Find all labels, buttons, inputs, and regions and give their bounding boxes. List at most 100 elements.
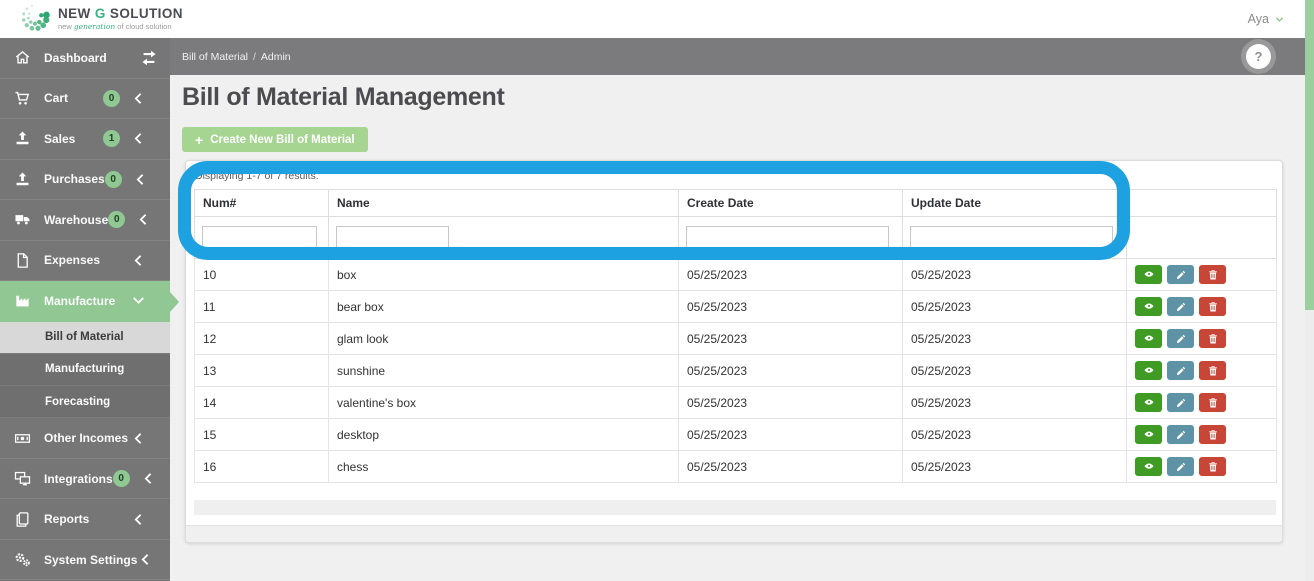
edit-button[interactable] bbox=[1167, 393, 1194, 412]
sidebar-item-manufacture[interactable]: Manufacture bbox=[0, 281, 170, 322]
view-button[interactable] bbox=[1135, 297, 1162, 316]
edit-button[interactable] bbox=[1167, 265, 1194, 284]
edit-button[interactable] bbox=[1167, 457, 1194, 476]
brand-solution: SOLUTION bbox=[110, 6, 183, 21]
trash-icon bbox=[1207, 397, 1219, 409]
tagline-pre: new bbox=[58, 22, 72, 31]
create-button-label: Create New Bill of Material bbox=[210, 134, 354, 146]
table-row: 16chess05/25/202305/25/2023 bbox=[195, 451, 1277, 483]
sidebar-subitem-bill-of-material[interactable]: Bill of Material bbox=[0, 322, 170, 354]
chevron-down-icon bbox=[1274, 14, 1285, 25]
delete-button[interactable] bbox=[1199, 457, 1226, 476]
sidebar-item-cart[interactable]: Cart 0 bbox=[0, 79, 170, 120]
edit-button[interactable] bbox=[1167, 425, 1194, 444]
edit-button[interactable] bbox=[1167, 361, 1194, 380]
actions-cell bbox=[1127, 291, 1277, 323]
logo-swirl-icon bbox=[18, 0, 52, 39]
trash-icon bbox=[1207, 333, 1219, 345]
view-button[interactable] bbox=[1135, 457, 1162, 476]
filter-num-input[interactable] bbox=[202, 226, 317, 249]
chevron-left-icon bbox=[130, 511, 147, 528]
num-cell: 16 bbox=[195, 451, 329, 483]
sidebar-item-reports[interactable]: Reports bbox=[0, 499, 170, 540]
chevron-left-icon bbox=[135, 211, 152, 228]
page-scrollbar[interactable] bbox=[1305, 0, 1314, 581]
sidebar-item-other-incomes[interactable]: Other Incomes bbox=[0, 418, 170, 459]
edit-button[interactable] bbox=[1167, 297, 1194, 316]
money-icon bbox=[14, 430, 31, 447]
actions-cell bbox=[1127, 355, 1277, 387]
delete-button[interactable] bbox=[1199, 393, 1226, 412]
actions-cell bbox=[1127, 323, 1277, 355]
help-button[interactable]: ? bbox=[1246, 44, 1271, 69]
sidebar-item-dashboard[interactable]: Dashboard bbox=[0, 38, 170, 79]
view-button[interactable] bbox=[1135, 393, 1162, 412]
eye-icon bbox=[1143, 333, 1155, 345]
filter-create-date-input[interactable] bbox=[686, 226, 889, 249]
create-date-cell: 05/25/2023 bbox=[679, 323, 903, 355]
sidebar-item-label: Expenses bbox=[44, 253, 100, 267]
sidebar-item-system-settings[interactable]: System Settings bbox=[0, 540, 170, 581]
update-date-cell: 05/25/2023 bbox=[903, 387, 1127, 419]
breadcrumb-section[interactable]: Bill of Material bbox=[182, 51, 248, 63]
sidebar-item-label: Manufacture bbox=[44, 294, 115, 308]
delete-button[interactable] bbox=[1199, 361, 1226, 380]
scrollbar-thumb[interactable] bbox=[1305, 0, 1314, 310]
upload-icon bbox=[14, 171, 31, 188]
chevron-left-icon bbox=[130, 430, 147, 447]
edit-button[interactable] bbox=[1167, 329, 1194, 348]
count-badge: 0 bbox=[103, 90, 120, 107]
num-cell: 11 bbox=[195, 291, 329, 323]
update-date-cell: 05/25/2023 bbox=[903, 323, 1127, 355]
sidebar-item-sales[interactable]: Sales1 bbox=[0, 119, 170, 160]
sidebar-subitem-manufacturing[interactable]: Manufacturing bbox=[0, 354, 170, 386]
grid-card: Displaying 1-7 of 7 results. Num#NameCre… bbox=[185, 160, 1283, 543]
plus-icon: + bbox=[195, 133, 203, 147]
table-row: 10box05/25/202305/25/2023 bbox=[195, 259, 1277, 291]
sidebar-item-integrations[interactable]: Integrations0 bbox=[0, 459, 170, 500]
delete-button[interactable] bbox=[1199, 425, 1226, 444]
view-button[interactable] bbox=[1135, 425, 1162, 444]
filter-name-input[interactable] bbox=[336, 226, 449, 249]
create-date-cell: 05/25/2023 bbox=[679, 291, 903, 323]
sidebar-item-expenses[interactable]: Expenses bbox=[0, 241, 170, 282]
upload-icon bbox=[14, 130, 31, 147]
app-logo: NEW G SOLUTION new generation of cloud s… bbox=[18, 0, 183, 39]
eye-icon bbox=[1143, 365, 1155, 377]
delete-button[interactable] bbox=[1199, 265, 1226, 284]
name-cell: desktop bbox=[329, 419, 679, 451]
table-row: 12glam look05/25/202305/25/2023 bbox=[195, 323, 1277, 355]
view-button[interactable] bbox=[1135, 361, 1162, 380]
card-footer bbox=[186, 525, 1282, 542]
column-header-name[interactable]: Name bbox=[329, 190, 679, 217]
sidebar-subitem-forecasting[interactable]: Forecasting bbox=[0, 386, 170, 418]
sidebar-item-warehouse[interactable]: Warehouse0 bbox=[0, 200, 170, 241]
column-header-create-date[interactable]: Create Date bbox=[679, 190, 903, 217]
create-new-bill-button[interactable]: + Create New Bill of Material bbox=[182, 127, 368, 152]
table-row: 13sunshine05/25/202305/25/2023 bbox=[195, 355, 1277, 387]
user-menu[interactable]: Aya bbox=[1248, 12, 1285, 26]
sidebar-item-label: Cart bbox=[44, 91, 68, 105]
breadcrumb-page: Admin bbox=[261, 51, 291, 63]
filter-row bbox=[195, 217, 1277, 259]
sidebar-item-label: Other Incomes bbox=[44, 431, 128, 445]
num-cell: 12 bbox=[195, 323, 329, 355]
column-header-num[interactable]: Num# bbox=[195, 190, 329, 217]
update-date-cell: 05/25/2023 bbox=[903, 291, 1127, 323]
view-button[interactable] bbox=[1135, 329, 1162, 348]
sidebar-item-purchases[interactable]: Purchases0 bbox=[0, 160, 170, 201]
top-header: NEW G SOLUTION new generation of cloud s… bbox=[0, 0, 1305, 38]
view-button[interactable] bbox=[1135, 265, 1162, 284]
tagline-post: of cloud solution bbox=[117, 22, 171, 31]
eye-icon bbox=[1143, 301, 1155, 313]
name-cell: box bbox=[329, 259, 679, 291]
delete-button[interactable] bbox=[1199, 297, 1226, 316]
count-badge: 0 bbox=[108, 211, 125, 228]
delete-button[interactable] bbox=[1199, 329, 1226, 348]
gears-icon bbox=[14, 551, 31, 568]
swap-icon[interactable] bbox=[140, 49, 158, 67]
filter-update-date-input[interactable] bbox=[910, 226, 1113, 249]
column-header-update-date[interactable]: Update Date bbox=[903, 190, 1127, 217]
pencil-icon bbox=[1175, 365, 1187, 377]
pencil-icon bbox=[1175, 301, 1187, 313]
